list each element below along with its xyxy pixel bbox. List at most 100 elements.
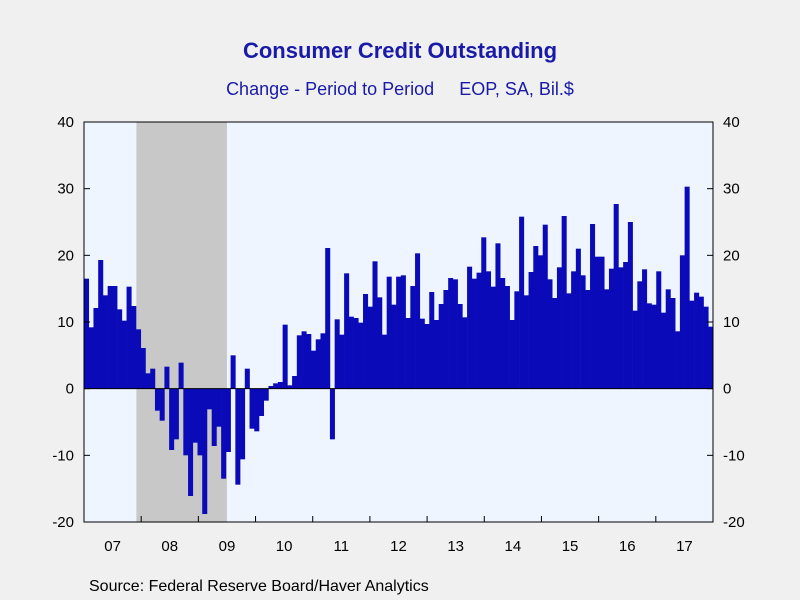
bar xyxy=(84,278,90,389)
bar xyxy=(651,304,657,389)
bar xyxy=(698,296,704,389)
bar xyxy=(202,388,208,514)
bar xyxy=(679,255,685,389)
x-tick-label: 13 xyxy=(447,538,464,555)
bar xyxy=(268,386,274,389)
bar xyxy=(353,318,359,389)
bar xyxy=(339,334,345,389)
bar xyxy=(490,286,496,389)
bar xyxy=(254,388,260,432)
bar xyxy=(367,306,373,389)
bar xyxy=(476,272,482,389)
bar xyxy=(485,271,492,389)
bar xyxy=(703,306,709,389)
x-tick-label: 10 xyxy=(276,538,293,555)
bar xyxy=(613,204,619,389)
bar xyxy=(98,260,104,389)
bar xyxy=(561,216,567,389)
bar xyxy=(684,186,690,389)
x-tick-label: 16 xyxy=(619,538,636,555)
bar xyxy=(258,388,265,416)
bar xyxy=(396,276,402,389)
bar xyxy=(235,388,241,485)
bar xyxy=(547,279,553,389)
bar xyxy=(178,362,184,389)
x-tick-label: 15 xyxy=(562,538,579,555)
x-tick-label: 14 xyxy=(505,538,522,555)
bar xyxy=(221,388,227,479)
bar xyxy=(311,350,317,389)
bar xyxy=(415,253,421,389)
bar xyxy=(462,317,468,389)
bar xyxy=(363,294,369,389)
bar xyxy=(575,248,581,389)
bar xyxy=(660,312,667,389)
bar xyxy=(400,275,406,389)
bar xyxy=(656,271,662,389)
y-tick-label-right: 10 xyxy=(723,314,740,331)
y-tick-label-right: -10 xyxy=(723,447,745,464)
bar xyxy=(121,320,127,389)
bar xyxy=(514,291,520,389)
bar xyxy=(566,293,572,389)
bar xyxy=(448,278,454,389)
source-note: Source: Federal Reserve Board/Haver Anal… xyxy=(89,578,429,595)
bar xyxy=(419,318,425,389)
bar xyxy=(637,281,643,389)
y-tick-label-left: 30 xyxy=(57,181,74,198)
x-tick-label: 11 xyxy=(334,538,350,555)
bar xyxy=(424,324,430,389)
bar xyxy=(585,290,591,389)
bar xyxy=(192,388,198,443)
x-axis: 07 08 09 10 11 12 13 14 15 16 17 xyxy=(104,516,693,555)
bar xyxy=(599,256,605,389)
y-tick-label-right: 20 xyxy=(723,247,740,264)
y-tick-label-right: -20 xyxy=(723,514,745,531)
bar xyxy=(528,272,534,389)
chart-title: Consumer Credit Outstanding xyxy=(242,38,558,63)
y-tick-label-right: 40 xyxy=(723,114,740,131)
bar xyxy=(296,335,302,389)
bar xyxy=(240,388,246,460)
bar xyxy=(117,309,123,389)
bar xyxy=(273,383,279,389)
bar xyxy=(457,304,463,389)
bar xyxy=(538,255,544,389)
y-tick-label-left: 20 xyxy=(57,247,74,264)
bar xyxy=(590,224,596,389)
bar xyxy=(405,318,411,389)
bar xyxy=(386,276,392,389)
bar xyxy=(523,295,529,389)
bar xyxy=(381,334,387,389)
bar xyxy=(188,388,194,496)
bar xyxy=(556,267,562,389)
bar xyxy=(627,222,633,389)
bar xyxy=(107,286,113,389)
bar xyxy=(126,286,132,389)
recession-band xyxy=(136,122,227,522)
bar xyxy=(594,256,600,389)
bar xyxy=(88,327,94,389)
bar xyxy=(571,271,577,389)
bar xyxy=(694,292,700,389)
bar xyxy=(372,261,378,389)
y-axis-right: 40 30 20 10 0 -10 -20 xyxy=(707,114,745,531)
y-tick-label-left: -10 xyxy=(52,447,74,464)
bar xyxy=(519,216,525,389)
bar xyxy=(292,376,298,389)
bar xyxy=(410,286,416,389)
bar xyxy=(452,279,458,389)
bar xyxy=(500,278,506,389)
bar xyxy=(642,269,648,389)
bar xyxy=(320,333,326,389)
x-tick-label: 17 xyxy=(676,538,693,555)
bar xyxy=(164,366,170,389)
bar xyxy=(334,319,340,389)
bar xyxy=(623,262,629,389)
bar xyxy=(344,273,350,389)
bar xyxy=(377,297,383,389)
bar xyxy=(708,326,714,389)
bar xyxy=(670,298,676,389)
bar xyxy=(433,320,439,389)
bar xyxy=(169,388,175,450)
